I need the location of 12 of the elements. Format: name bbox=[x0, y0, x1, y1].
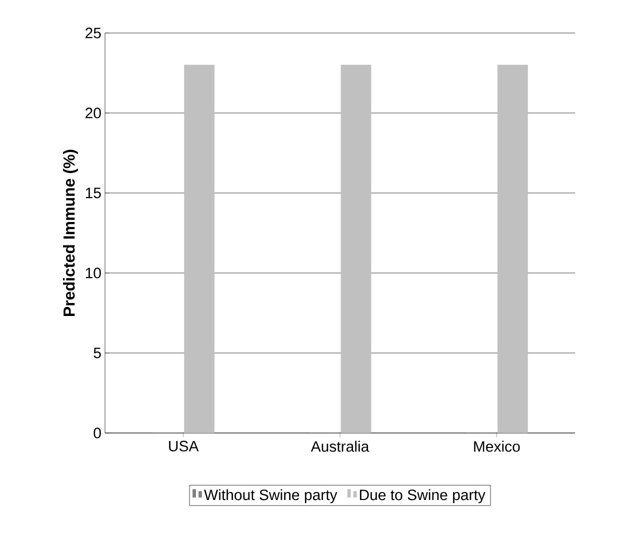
y-tick-label: 15 bbox=[86, 188, 101, 198]
y-tick-label: 10 bbox=[86, 268, 101, 278]
x-tick-label: Mexico bbox=[474, 440, 520, 452]
x-tick-label: Australia bbox=[310, 440, 370, 452]
x-tick-label: USA bbox=[169, 440, 199, 452]
y-tick-label: 0 bbox=[94, 428, 101, 438]
y-tick-label: 20 bbox=[86, 108, 101, 118]
y-tick-label: 5 bbox=[94, 348, 101, 358]
legend-label: Without Swine party bbox=[204, 489, 338, 504]
y-tick-label: 25 bbox=[86, 28, 101, 38]
y-axis-title: Predicted Immune (%) bbox=[63, 150, 78, 316]
legend-label: Due to Swine party bbox=[360, 489, 486, 504]
